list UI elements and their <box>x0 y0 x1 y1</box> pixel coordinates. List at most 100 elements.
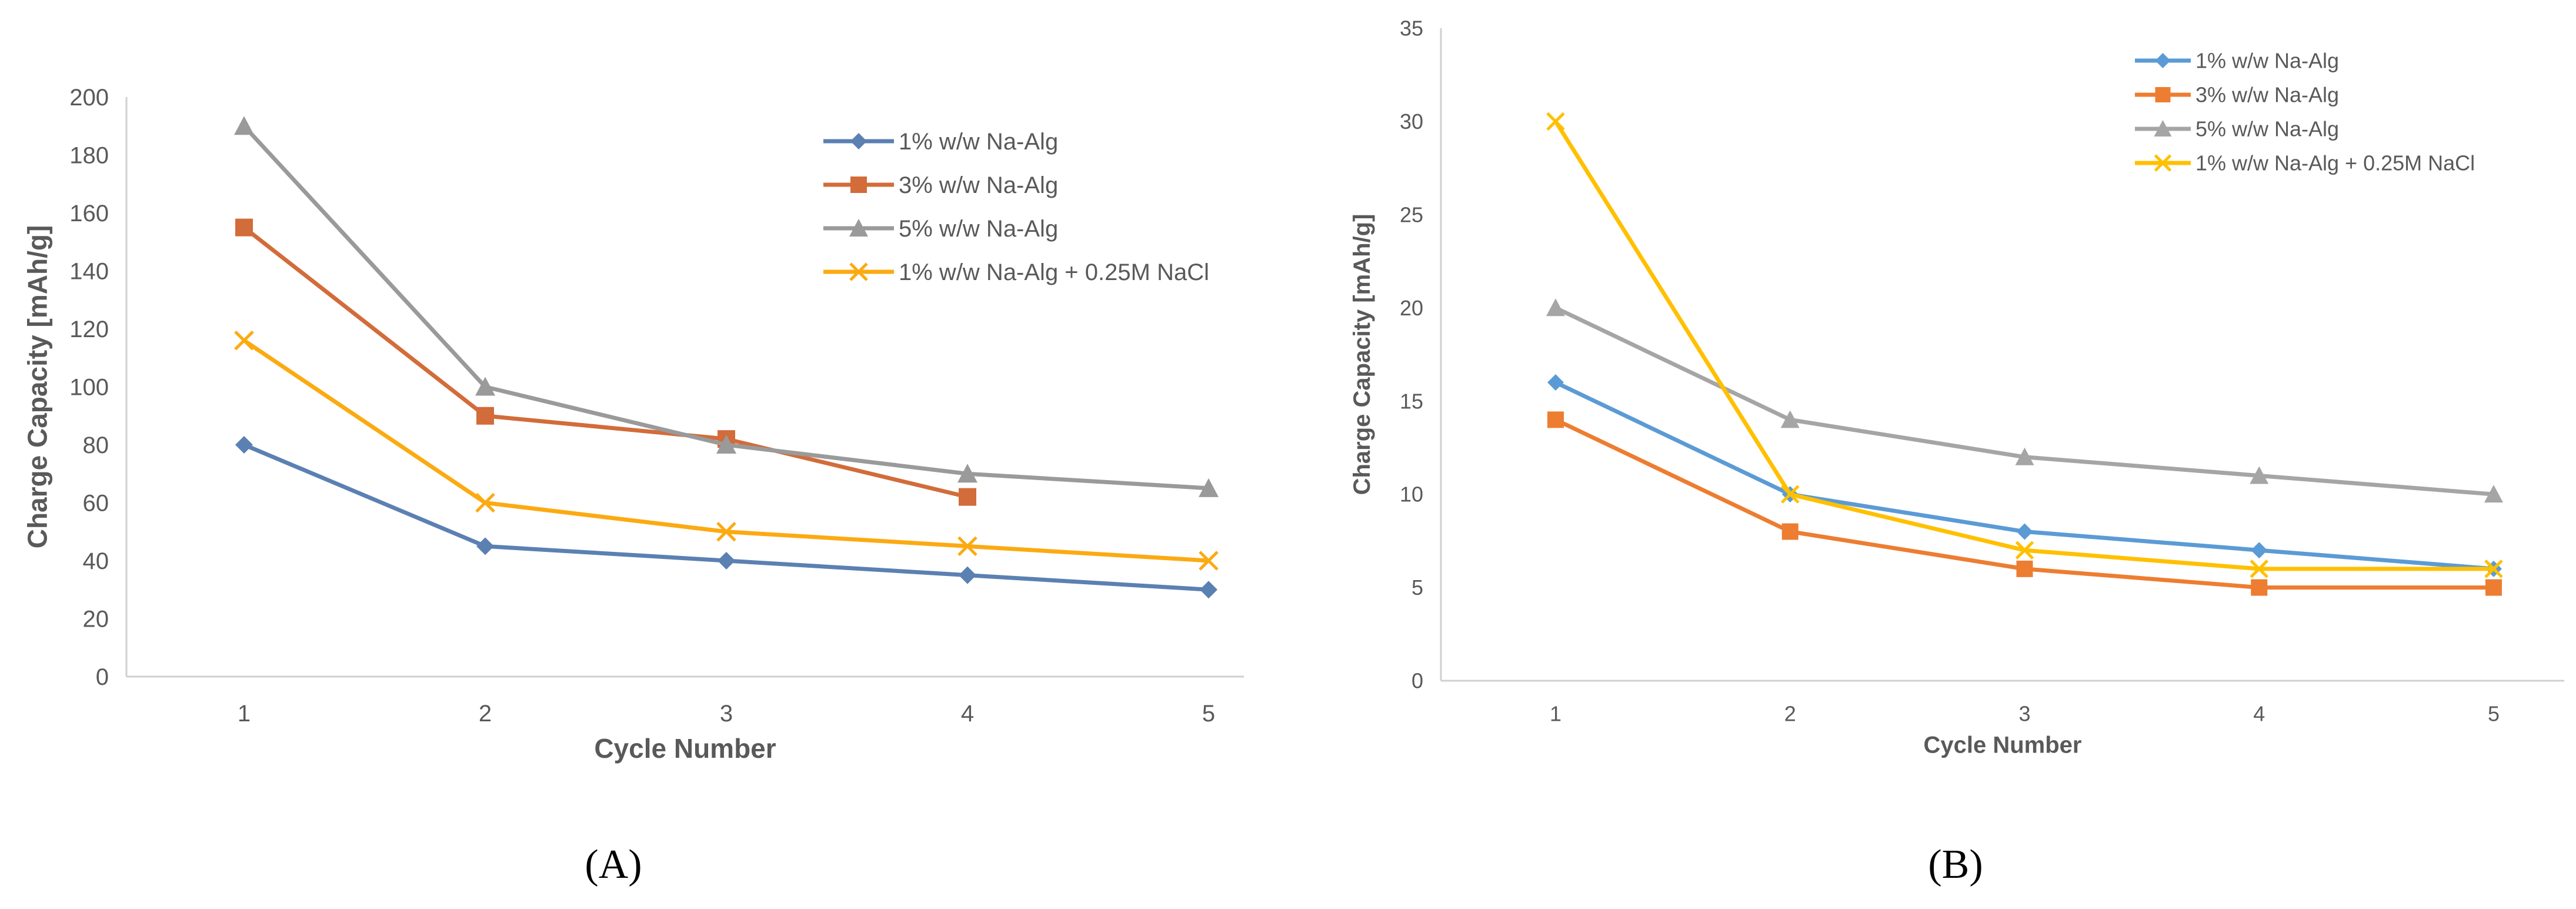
chart-panel-a: 0 20 40 60 80 100 120 140 160 180 200 1 2 3 4 5 Cycle Nu… <box>22 85 1244 764</box>
y-tick-label: 0 <box>96 664 109 690</box>
legend-marker-square <box>2155 87 2171 102</box>
y-axis-title: Charge Capacity [mAh/g] <box>22 225 52 549</box>
data-point-square <box>1547 411 1564 428</box>
legend-entry: 3% w/w Na-Alg <box>823 172 1058 198</box>
legend-label: 1% w/w Na-Alg + 0.25M NaCl <box>2195 151 2475 175</box>
y-tick-label: 200 <box>69 85 109 111</box>
y-tick-label: 0 <box>1412 669 1423 693</box>
legend-entry: 1% w/w Na-Alg + 0.25M NaCl <box>823 259 1209 285</box>
data-point-cross <box>475 492 495 513</box>
legend-label: 5% w/w Na-Alg <box>2195 117 2339 141</box>
y-tick-label: 35 <box>1400 16 1423 41</box>
legend-label: 3% w/w Na-Alg <box>2195 83 2339 107</box>
x-tick-label: 3 <box>2018 701 2030 725</box>
data-point-diamond <box>1200 581 1217 599</box>
data-point-diamond <box>476 537 494 555</box>
legend-label: 3% w/w Na-Alg <box>899 172 1058 198</box>
y-tick-label: 30 <box>1400 109 1423 134</box>
series-4 <box>1546 112 2503 578</box>
data-point-cross <box>2484 560 2503 578</box>
data-point-diamond <box>718 552 735 570</box>
legend-label: 5% w/w Na-Alg <box>899 216 1058 242</box>
data-point-cross <box>1780 485 1800 504</box>
legend: 1% w/w Na-Alg 3% w/w Na-Alg 5% w/w Na-Alg 1… <box>823 129 1209 285</box>
y-tick-label: 100 <box>69 375 109 401</box>
y-tick-label: 40 <box>83 548 109 574</box>
x-tick-label: 4 <box>961 701 974 727</box>
data-point-triangle <box>234 116 254 135</box>
data-point-square <box>2016 560 2033 577</box>
legend-entry: 1% w/w Na-Alg <box>2135 49 2339 73</box>
data-point-triangle <box>1780 410 1800 428</box>
legend-entry: 5% w/w Na-Alg <box>2135 117 2339 141</box>
y-tick-label: 80 <box>83 432 109 458</box>
data-point-square <box>2251 579 2268 596</box>
y-tick-label: 15 <box>1400 389 1423 413</box>
y-tick-label: 60 <box>83 491 109 517</box>
data-point-triangle <box>1199 478 1219 497</box>
data-point-diamond <box>235 436 253 454</box>
data-point-cross <box>957 536 977 557</box>
data-point-diamond <box>2251 542 2268 559</box>
y-tick-label: 10 <box>1400 482 1423 507</box>
y-tick-label: 120 <box>69 317 109 342</box>
chart-panel-b: 0 5 10 15 20 25 30 35 1 2 3 4 5 Cycle Number Charge Ca… <box>1349 16 2564 758</box>
data-point-square <box>235 218 253 237</box>
data-point-diamond <box>2016 523 2033 540</box>
y-tick-label: 140 <box>69 259 109 285</box>
legend-entry: 5% w/w Na-Alg <box>823 216 1058 242</box>
data-point-cross <box>234 330 254 351</box>
series-2 <box>235 218 976 506</box>
y-tick-label: 20 <box>1400 296 1423 320</box>
legend-label: 1% w/w Na-Alg <box>2195 49 2339 73</box>
y-tick-label: 5 <box>1412 575 1423 600</box>
data-point-cross <box>1199 551 1219 571</box>
x-tick-label: 5 <box>2488 701 2500 725</box>
legend-label: 1% w/w Na-Alg + 0.25M NaCl <box>899 259 1209 285</box>
legend-marker-cross <box>849 262 868 281</box>
data-point-triangle <box>716 435 736 454</box>
x-tick-label: 5 <box>1202 701 1215 727</box>
legend: 1% w/w Na-Alg 3% w/w Na-Alg 5% w/w Na-Alg 1… <box>2135 49 2475 175</box>
series-line <box>242 225 968 500</box>
data-point-cross <box>1546 112 1565 131</box>
panel-caption: (A) <box>585 842 642 887</box>
data-point-triangle <box>2015 447 2034 465</box>
y-axis-title: Charge Capacity [mAh/g] <box>1349 214 1375 495</box>
x-tick-label: 3 <box>720 701 733 727</box>
data-point-triangle <box>957 464 977 483</box>
data-point-square <box>476 407 494 425</box>
legend-marker-triangle <box>2154 120 2172 136</box>
y-tick-label: 180 <box>69 143 109 169</box>
panel-caption: (B) <box>1928 842 1983 887</box>
x-axis-title: Cycle Number <box>594 733 776 764</box>
series-2 <box>1547 411 2502 596</box>
legend-marker-triangle <box>849 219 868 237</box>
legend-marker-diamond <box>850 133 867 149</box>
data-point-triangle <box>2250 466 2269 484</box>
series-line <box>1554 380 2494 571</box>
data-point-square <box>1781 523 1798 540</box>
data-point-square <box>959 488 976 506</box>
legend-marker-square <box>850 177 867 193</box>
series-1 <box>1547 374 2502 577</box>
series-line <box>1554 306 2494 497</box>
legend-marker-diamond <box>2155 53 2171 68</box>
series-1 <box>235 436 1217 599</box>
y-tick-label: 160 <box>69 201 109 227</box>
legend-entry: 3% w/w Na-Alg <box>2135 83 2339 107</box>
x-tick-label: 2 <box>1784 701 1796 725</box>
legend-entry: 1% w/w Na-Alg + 0.25M NaCl <box>2135 151 2475 175</box>
x-tick-label: 4 <box>2253 701 2265 725</box>
series-4 <box>234 330 1219 571</box>
data-point-cross <box>2015 541 2034 560</box>
series-3 <box>234 116 1219 497</box>
data-point-square <box>2485 579 2502 596</box>
legend-marker-cross <box>2154 154 2172 172</box>
x-tick-label: 2 <box>479 701 492 727</box>
data-point-triangle <box>475 377 495 396</box>
x-axis-title: Cycle Number <box>1924 732 2082 758</box>
data-point-triangle <box>2484 485 2503 503</box>
y-tick-label: 25 <box>1400 202 1423 227</box>
